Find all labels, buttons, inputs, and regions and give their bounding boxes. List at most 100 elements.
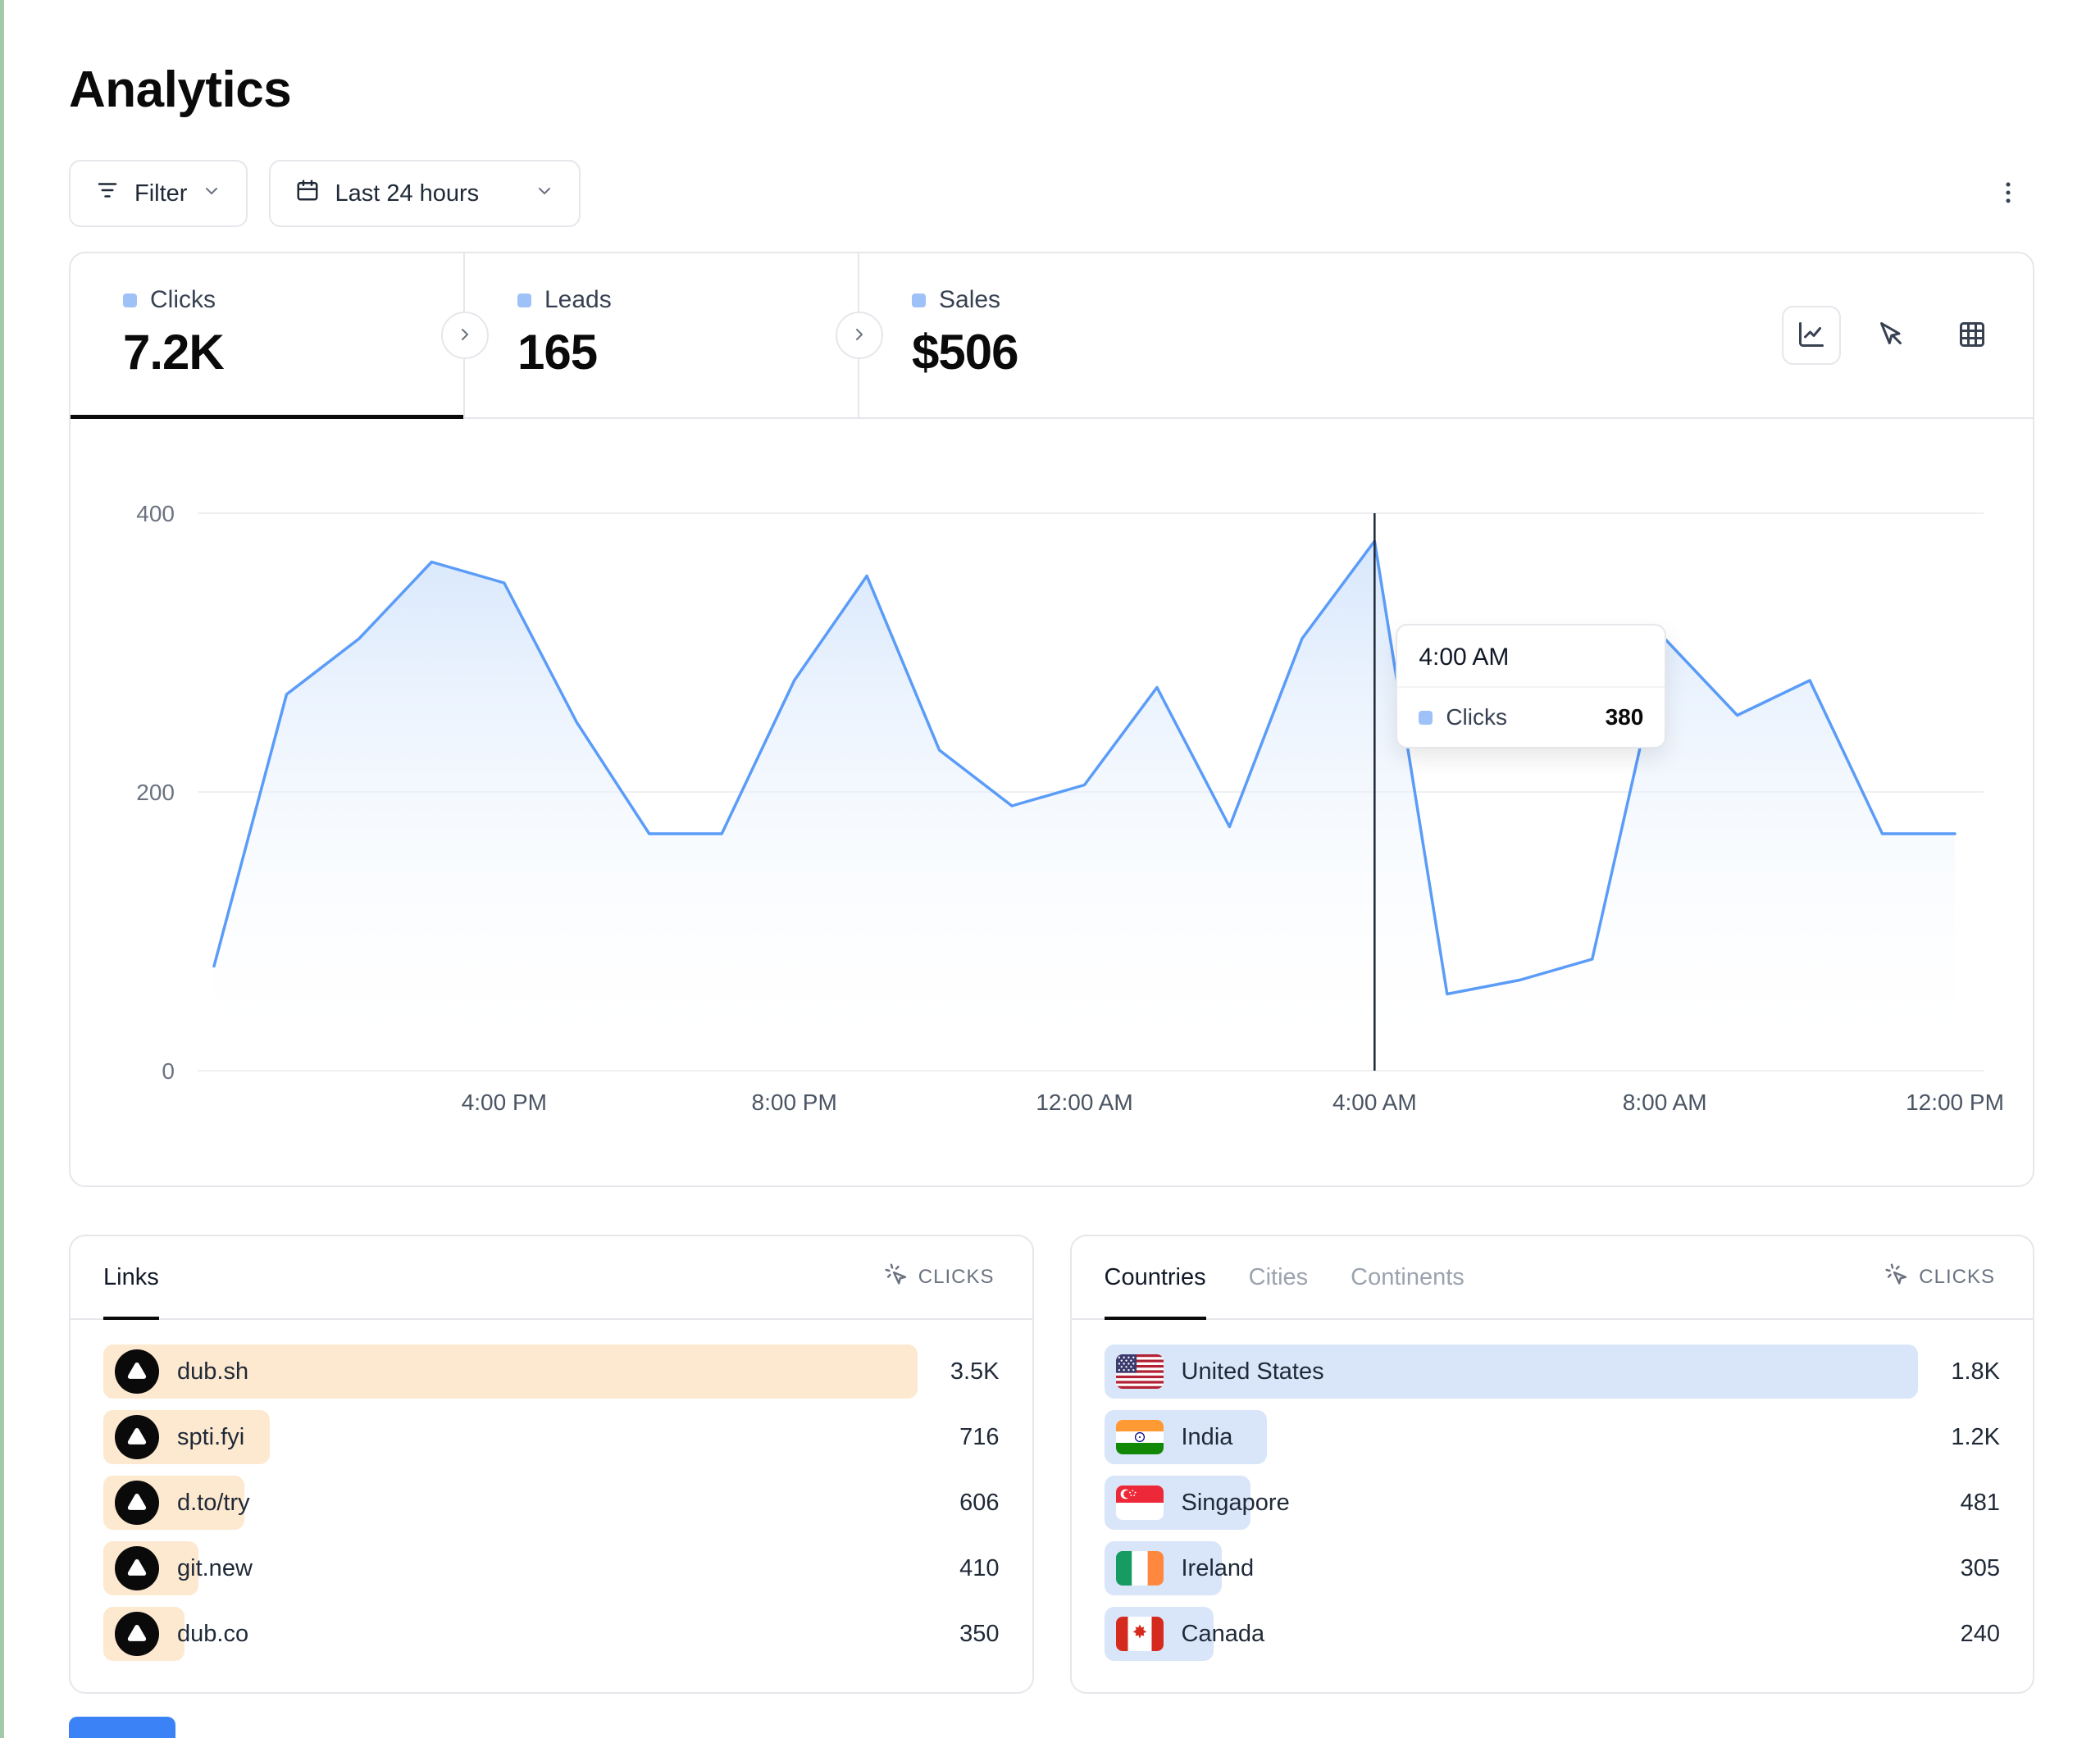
flag-canada-icon xyxy=(1115,1617,1164,1651)
country-clicks-value: 481 xyxy=(1960,1489,2000,1516)
toolbar: Filter Last 24 hours xyxy=(69,160,2034,227)
chart-view-switcher xyxy=(1782,253,2033,417)
tab-cities[interactable]: Cities xyxy=(1249,1236,1309,1318)
flag-united-states-icon xyxy=(1115,1354,1164,1389)
line-chart-icon xyxy=(1797,320,1826,352)
svg-text:4:00 PM: 4:00 PM xyxy=(462,1090,547,1115)
tooltip-legend-square-icon xyxy=(1419,710,1433,725)
stats-tabs: Clicks 7.2K Leads 165 Sales $506 xyxy=(71,253,2033,419)
filter-button[interactable]: Filter xyxy=(69,160,248,227)
flag-india-icon xyxy=(1115,1420,1164,1454)
chevron-right-icon xyxy=(455,325,475,347)
country-clicks-value: 1.8K xyxy=(1951,1358,2000,1385)
table-view-button[interactable] xyxy=(1943,306,2002,365)
page-left-edge xyxy=(0,0,4,1738)
tab-clicks[interactable]: Clicks 7.2K xyxy=(71,253,465,419)
dub-logo-icon xyxy=(115,1546,159,1590)
tooltip-time: 4:00 AM xyxy=(1397,626,1665,688)
date-range-button[interactable]: Last 24 hours xyxy=(269,160,581,227)
page-title: Analytics xyxy=(69,61,292,118)
continents-tab-label: Continents xyxy=(1351,1263,1465,1290)
links-list: dub.sh 3.5K spti.fyi 716 xyxy=(71,1320,1032,1692)
countries-panel: Countries Cities Continents CLICKS xyxy=(1069,1235,2034,1694)
link-clicks-value: 350 xyxy=(959,1620,1000,1647)
country-row[interactable]: Singapore 481 xyxy=(1104,1476,2000,1530)
links-metric-toggle[interactable]: CLICKS xyxy=(879,1262,1000,1294)
page-bottom-artifact xyxy=(69,1717,175,1738)
cursor-click-icon xyxy=(884,1263,909,1293)
flag-ireland-icon xyxy=(1115,1551,1164,1586)
dub-logo-icon xyxy=(115,1612,159,1656)
clicks-area-chart[interactable]: 0 200 400 4:00 PM 8:00 PM 12:00 AM 4:00 AM 8:00… xyxy=(71,419,2033,1185)
tooltip-value: 380 xyxy=(1605,704,1644,730)
link-row[interactable]: git.new 410 xyxy=(103,1541,1000,1595)
hover-mode-button[interactable] xyxy=(1862,306,1921,365)
svg-text:12:00 AM: 12:00 AM xyxy=(1036,1090,1132,1115)
country-clicks-value: 240 xyxy=(1960,1620,2000,1647)
country-label: Ireland xyxy=(1181,1554,1255,1581)
link-label: dub.sh xyxy=(177,1358,249,1385)
leads-label: Leads xyxy=(544,286,612,313)
svg-text:12:00 PM: 12:00 PM xyxy=(1906,1090,2004,1115)
clicks-label-row: Clicks xyxy=(123,286,463,314)
svg-text:0: 0 xyxy=(162,1058,175,1084)
link-label: spti.fyi xyxy=(177,1423,245,1450)
countries-list: United States 1.8K India 1.2K xyxy=(1072,1320,2034,1692)
country-row[interactable]: United States 1.8K xyxy=(1104,1344,2000,1399)
dub-logo-icon xyxy=(115,1415,159,1459)
line-chart-view-button[interactable] xyxy=(1782,306,1841,365)
country-clicks-value: 1.2K xyxy=(1951,1423,2000,1450)
dub-logo-icon xyxy=(115,1481,159,1525)
clicks-value: 7.2K xyxy=(123,325,225,380)
link-row[interactable]: spti.fyi 716 xyxy=(103,1410,1000,1464)
sales-label-row: Sales xyxy=(912,286,1254,314)
expand-leads-chevron-button[interactable] xyxy=(836,312,883,359)
country-label: Singapore xyxy=(1181,1489,1290,1516)
country-label: United States xyxy=(1181,1358,1324,1385)
bottom-panels: Links CLICKS dub.sh 3.5K xyxy=(69,1235,2034,1694)
country-bar xyxy=(1104,1344,1918,1399)
tab-continents[interactable]: Continents xyxy=(1351,1236,1465,1318)
chevron-down-icon xyxy=(535,180,554,207)
sales-legend-square-icon xyxy=(912,293,926,307)
links-tab-label: Links xyxy=(103,1263,159,1290)
chart-canvas[interactable]: 0 200 400 4:00 PM 8:00 PM 12:00 AM 4:00 AM 8:00… xyxy=(71,419,2033,1185)
filter-label: Filter xyxy=(134,180,188,207)
filter-icon xyxy=(95,178,120,209)
link-row[interactable]: dub.sh 3.5K xyxy=(103,1344,1000,1399)
links-metric-label: CLICKS xyxy=(918,1266,995,1288)
link-clicks-value: 716 xyxy=(959,1423,1000,1450)
sales-value: $506 xyxy=(912,325,1018,380)
country-label: India xyxy=(1181,1423,1233,1450)
tooltip-row: Clicks 380 xyxy=(1397,688,1665,747)
link-label: d.to/try xyxy=(177,1489,250,1516)
tab-links[interactable]: Links xyxy=(103,1236,159,1320)
svg-text:8:00 PM: 8:00 PM xyxy=(752,1090,837,1115)
tab-countries[interactable]: Countries xyxy=(1104,1236,1206,1320)
link-clicks-value: 606 xyxy=(959,1489,1000,1516)
country-row[interactable]: India 1.2K xyxy=(1104,1410,2000,1464)
tab-sales[interactable]: Sales $506 xyxy=(859,253,1254,417)
link-clicks-value: 410 xyxy=(959,1554,1000,1581)
links-panel: Links CLICKS dub.sh 3.5K xyxy=(69,1235,1034,1694)
leads-label-row: Leads xyxy=(517,286,858,314)
clicks-legend-square-icon xyxy=(123,293,137,307)
link-label: git.new xyxy=(177,1554,253,1581)
expand-clicks-chevron-button[interactable] xyxy=(441,312,489,359)
clicks-label: Clicks xyxy=(150,286,216,313)
country-row[interactable]: Canada 240 xyxy=(1104,1607,2000,1661)
svg-text:8:00 AM: 8:00 AM xyxy=(1623,1090,1707,1115)
countries-panel-header: Countries Cities Continents CLICKS xyxy=(1071,1236,2033,1320)
chart-tooltip: 4:00 AM Clicks 380 xyxy=(1396,624,1667,748)
more-options-button[interactable] xyxy=(1982,167,2034,220)
grid-icon xyxy=(1957,320,1987,352)
countries-metric-toggle[interactable]: CLICKS xyxy=(1879,1262,2000,1294)
link-bar xyxy=(103,1344,918,1399)
sales-label: Sales xyxy=(939,286,1001,313)
link-row[interactable]: d.to/try 606 xyxy=(103,1476,1000,1530)
leads-legend-square-icon xyxy=(517,293,531,307)
country-row[interactable]: Ireland 305 xyxy=(1104,1541,2000,1595)
link-clicks-value: 3.5K xyxy=(950,1358,1000,1385)
tab-leads[interactable]: Leads 165 xyxy=(465,253,859,417)
link-row[interactable]: dub.co 350 xyxy=(103,1607,1000,1661)
